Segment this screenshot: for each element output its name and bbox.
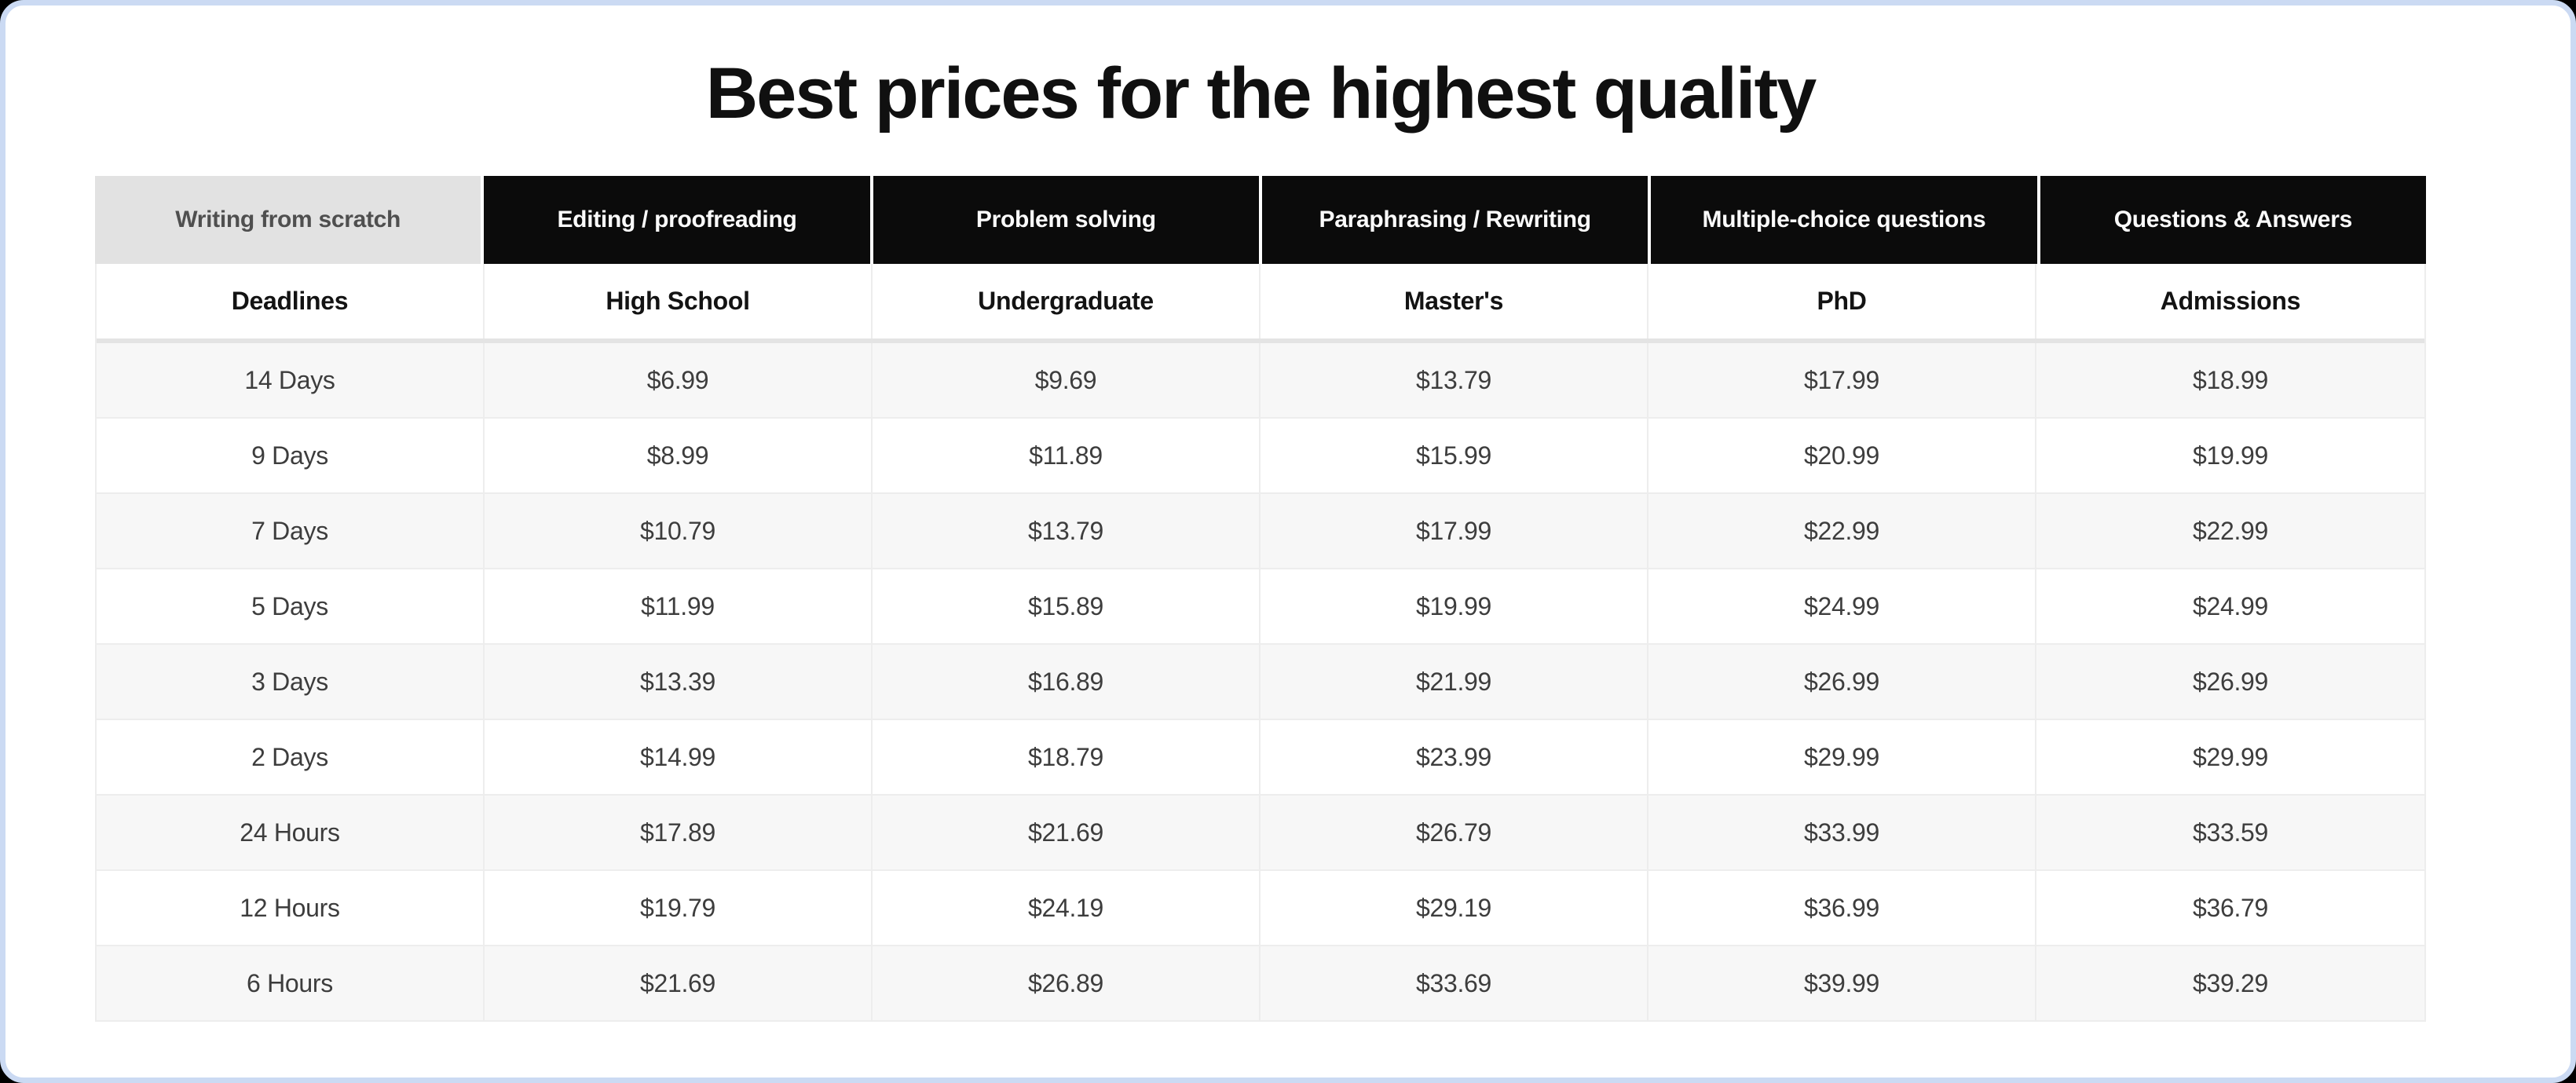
price-cell: $14.99 [485, 720, 873, 794]
table-row: 5 Days $11.99 $15.89 $19.99 $24.99 $24.9… [97, 569, 2424, 645]
price-cell: $23.99 [1261, 720, 1648, 794]
tab-editing-proofreading[interactable]: Editing / proofreading [484, 176, 870, 264]
price-cell: $26.79 [1261, 796, 1648, 869]
table-header-row: Deadlines High School Undergraduate Mast… [97, 264, 2424, 338]
price-cell: $17.89 [485, 796, 873, 869]
price-cell: $22.99 [1648, 494, 2036, 568]
price-cell: $21.99 [1261, 645, 1648, 719]
price-cell: $26.99 [2192, 667, 2269, 696]
price-cell: $24.99 [1648, 569, 2036, 643]
deadline-cell: 6 Hours [97, 946, 485, 1020]
column-header-high-school: High School [485, 264, 873, 338]
deadline-cell: 9 Days [97, 419, 485, 492]
price-cell: $24.19 [873, 871, 1261, 945]
table-row: 9 Days $8.99 $11.89 $15.99 $20.99 $19.99 [97, 419, 2424, 494]
price-cell: $13.39 [485, 645, 873, 719]
pricing-table: Deadlines High School Undergraduate Mast… [95, 264, 2426, 1022]
price-cell: $17.99 [1648, 343, 2036, 417]
deadline-cell: 5 Days [97, 569, 485, 643]
table-row: 3 Days $13.39 $16.89 $21.99 $26.99 $26.9… [97, 645, 2424, 720]
page-title: Best prices for the highest quality [705, 53, 1817, 134]
price-cell: $21.69 [873, 796, 1261, 869]
price-cell: $36.79 [2192, 893, 2269, 922]
price-cell: $29.19 [1261, 871, 1648, 945]
tab-bar: Writing from scratch Editing / proofread… [95, 176, 2426, 264]
table-row: 2 Days $14.99 $18.79 $23.99 $29.99 $29.9… [97, 720, 2424, 796]
price-cell: $33.99 [1648, 796, 2036, 869]
table-row: 6 Hours $21.69 $26.89 $33.69 $39.99 $39.… [97, 946, 2424, 1022]
price-cell: $11.89 [873, 419, 1261, 492]
price-cell: $11.99 [485, 569, 873, 643]
table-row: 14 Days $6.99 $9.69 $13.79 $17.99 $18.99 [97, 343, 2424, 419]
deadline-cell: 24 Hours [97, 796, 485, 869]
price-cell: $17.99 [1261, 494, 1648, 568]
price-cell: $15.89 [873, 569, 1261, 643]
price-cell: $39.99 [1648, 946, 2036, 1020]
price-cell: $36.99 [1648, 871, 2036, 945]
column-header-admissions: Admissions [2160, 287, 2301, 315]
price-cell: $33.69 [1261, 946, 1648, 1020]
table-row: 24 Hours $17.89 $21.69 $26.79 $33.99 $33… [97, 796, 2424, 871]
deadline-cell: 7 Days [97, 494, 485, 568]
deadline-cell: 12 Hours [97, 871, 485, 945]
price-cell: $29.99 [2192, 742, 2269, 771]
tab-writing-from-scratch[interactable]: Writing from scratch [95, 176, 481, 264]
price-cell: $16.89 [873, 645, 1261, 719]
price-cell: $20.99 [1648, 419, 2036, 492]
price-cell: $26.89 [873, 946, 1261, 1020]
price-cell: $19.79 [485, 871, 873, 945]
deadline-cell: 3 Days [97, 645, 485, 719]
tab-questions-answers[interactable]: Questions & Answers [2040, 176, 2426, 264]
price-cell: $19.99 [1261, 569, 1648, 643]
price-cell: $6.99 [485, 343, 873, 417]
tab-paraphrasing-rewriting[interactable]: Paraphrasing / Rewriting [1262, 176, 1648, 264]
tab-multiple-choice-questions[interactable]: Multiple-choice questions [1651, 176, 2037, 264]
tab-problem-solving[interactable]: Problem solving [873, 176, 1259, 264]
pricing-card-content: Best prices for the highest quality Writ… [95, 38, 2426, 1022]
price-cell: $26.99 [1648, 645, 2036, 719]
deadline-cell: 14 Days [97, 343, 485, 417]
price-cell: $18.79 [873, 720, 1261, 794]
price-cell: $22.99 [2192, 516, 2269, 545]
table-row: 12 Hours $19.79 $24.19 $29.19 $36.99 $36… [97, 871, 2424, 946]
column-header-masters: Master's [1261, 264, 1648, 338]
column-header-undergraduate: Undergraduate [873, 264, 1261, 338]
price-cell: $21.69 [485, 946, 873, 1020]
price-cell: $18.99 [2192, 365, 2269, 394]
price-cell: $9.69 [873, 343, 1261, 417]
price-cell: $39.29 [2192, 968, 2269, 997]
price-cell: $13.79 [873, 494, 1261, 568]
price-cell: $15.99 [1261, 419, 1648, 492]
header-separator [97, 338, 2424, 343]
price-cell: $10.79 [485, 494, 873, 568]
column-header-deadlines: Deadlines [97, 264, 485, 338]
price-cell: $19.99 [2192, 441, 2269, 470]
price-cell: $13.79 [1261, 343, 1648, 417]
deadline-cell: 2 Days [97, 720, 485, 794]
price-cell: $8.99 [485, 419, 873, 492]
column-header-phd: PhD [1648, 264, 2036, 338]
price-cell: $29.99 [1648, 720, 2036, 794]
table-row: 7 Days $10.79 $13.79 $17.99 $22.99 $22.9… [97, 494, 2424, 569]
price-cell: $33.59 [2192, 818, 2269, 847]
price-cell: $24.99 [2192, 591, 2269, 620]
